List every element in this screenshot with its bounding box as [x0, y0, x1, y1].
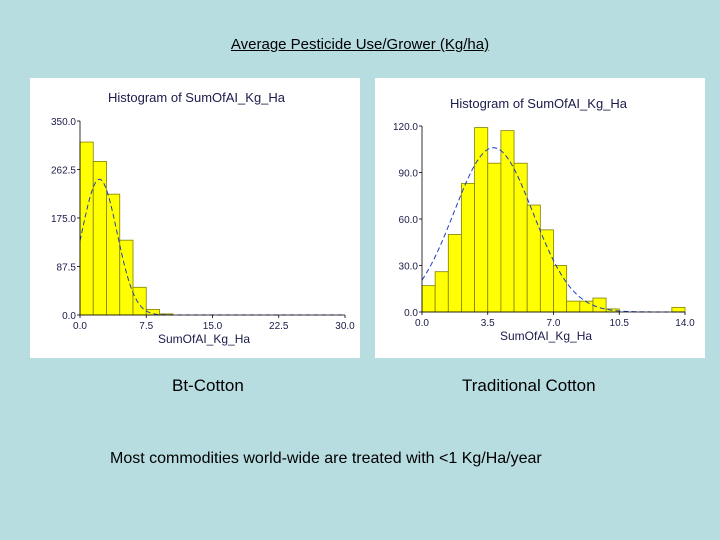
histogram-bar	[566, 300, 581, 313]
histogram-bar	[132, 286, 147, 316]
chart-title: Histogram of SumOfAI_Kg_Ha	[450, 96, 628, 111]
y-tick-label: 87.5	[57, 263, 77, 274]
histogram-bar	[421, 285, 436, 313]
bt-cotton-caption: Bt-Cotton	[172, 376, 244, 395]
bt-cotton-histogram-svg: Histogram of SumOfAI_Kg_Ha 0.0 87.5 175.0 26…	[51, 90, 355, 346]
y-tick-label: 175.0	[51, 214, 76, 225]
histogram-bar	[539, 229, 554, 313]
histogram-bar	[592, 297, 607, 313]
histogram-bar	[434, 271, 449, 313]
y-tick-label: 30.0	[399, 262, 419, 273]
y-tick-label: 60.0	[399, 215, 419, 226]
bt-cotton-histogram: Histogram of SumOfAI_Kg_Ha 0.0 87.5 175.0 26…	[30, 78, 360, 358]
histogram-bar	[671, 306, 686, 313]
histogram-bar	[579, 300, 594, 313]
x-tick-label: 15.0	[203, 321, 223, 332]
x-tick-label: 0.0	[73, 321, 87, 332]
histogram-bar	[447, 234, 462, 313]
y-tick-label: 0.0	[404, 308, 418, 319]
x-tick-label: 7.5	[139, 321, 153, 332]
y-tick-label: 262.5	[51, 166, 76, 177]
footnote: Most commodities world-wide are treated …	[110, 450, 542, 467]
histogram-bar	[513, 162, 528, 313]
x-tick-label: 3.5	[481, 318, 495, 329]
y-tick-label: 120.0	[393, 122, 418, 133]
traditional-cotton-histogram: Histogram of SumOfAI_Kg_Ha 0.0 30.0 60.0 90.…	[375, 78, 705, 358]
x-tick-label: 7.0	[547, 318, 561, 329]
histogram-bar	[461, 182, 475, 313]
histogram-bar	[526, 204, 541, 313]
x-tick-label: 14.0	[675, 318, 695, 329]
y-tick-label: 350.0	[51, 117, 76, 128]
x-tick-label: 30.0	[335, 321, 355, 332]
x-axis-label: SumOfAI_Kg_Ha	[500, 329, 592, 343]
x-tick-label: 10.5	[610, 318, 630, 329]
traditional-cotton-histogram-svg: Histogram of SumOfAI_Kg_Ha 0.0 30.0 60.0 90.…	[393, 96, 695, 343]
chart-title: Histogram of SumOfAI_Kg_Ha	[108, 90, 286, 105]
histogram-bar	[487, 162, 502, 313]
histogram-bar	[119, 239, 134, 316]
histogram-bar	[106, 193, 121, 316]
traditional-cotton-caption: Traditional Cotton	[462, 376, 596, 395]
y-tick-label: 90.0	[399, 169, 419, 180]
x-tick-label: 22.5	[269, 321, 289, 332]
histogram-bar	[79, 141, 94, 316]
x-axis-label: SumOfAI_Kg_Ha	[158, 332, 250, 346]
x-tick-label: 0.0	[415, 318, 429, 329]
y-tick-label: 0.0	[62, 311, 76, 322]
page-heading: Average Pesticide Use/Grower (Kg/ha)	[230, 36, 490, 53]
